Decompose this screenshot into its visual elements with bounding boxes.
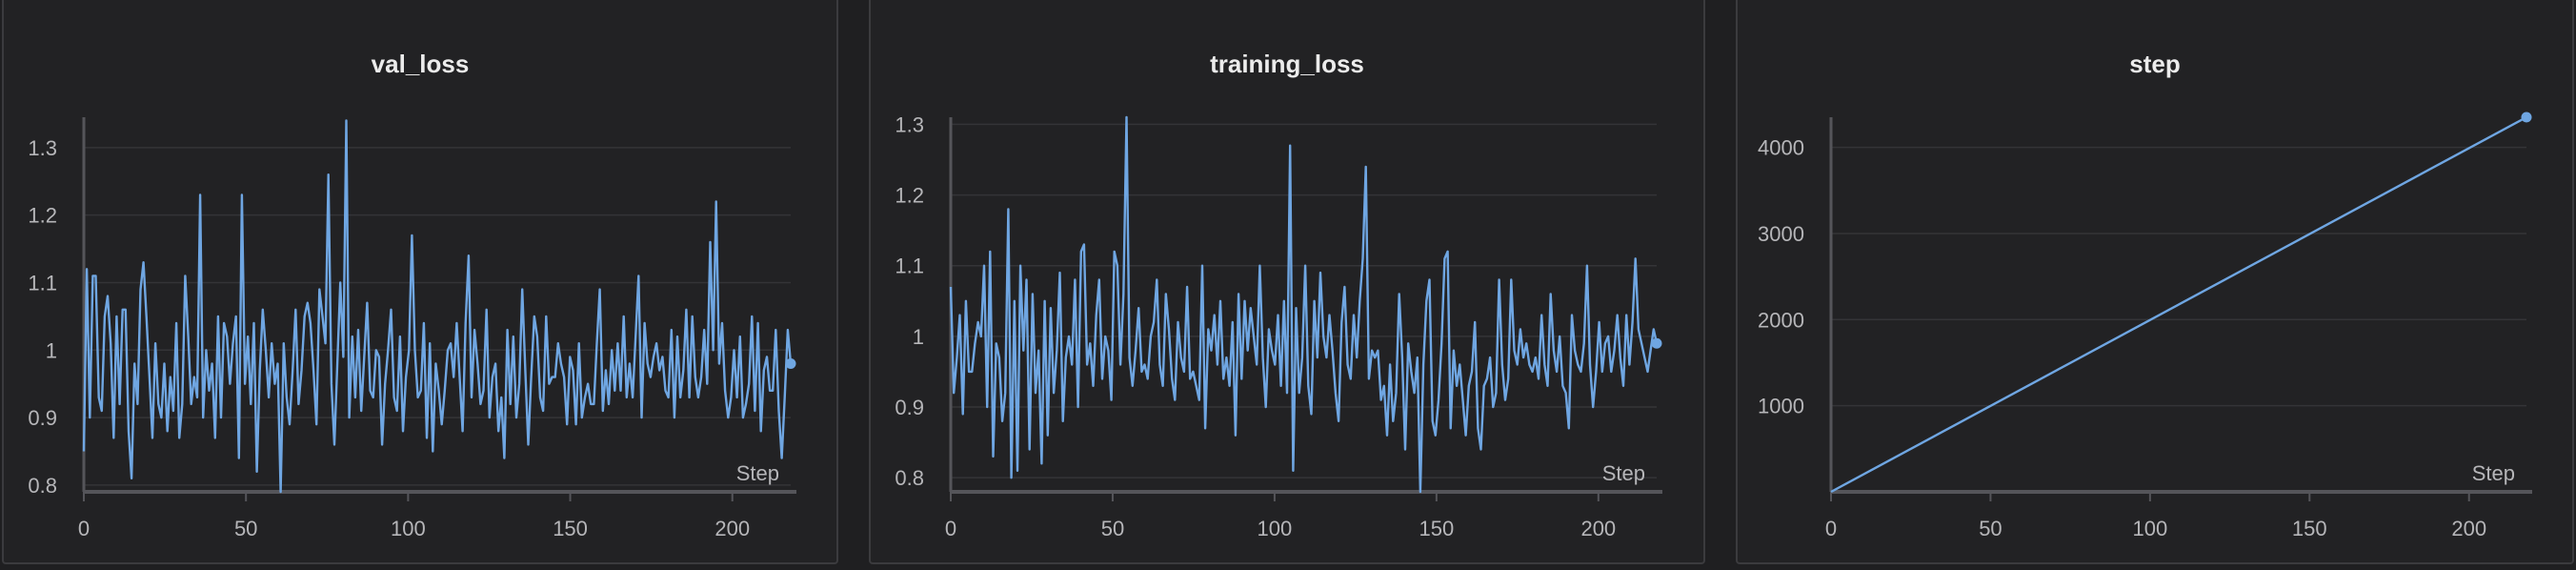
series-line (949, 115, 1659, 494)
last-point-marker (2521, 112, 2532, 123)
chart-title: val_loss (371, 50, 470, 78)
last-point-marker (1651, 337, 1662, 349)
y-tick-label: 1.3 (28, 136, 57, 160)
last-point-marker (785, 357, 796, 369)
y-tick-label: 1 (46, 338, 57, 362)
x-tick-label: 150 (553, 517, 588, 540)
y-tick-label: 3000 (1758, 222, 1804, 246)
chart-title: training_loss (1210, 50, 1364, 78)
x-tick-label: 200 (2451, 517, 2486, 540)
x-tick-label: 100 (1258, 517, 1293, 540)
y-tick-label: 1.3 (895, 112, 924, 136)
chart-title: step (2129, 50, 2181, 78)
x-tick-label: 0 (78, 517, 90, 540)
y-tick-label: 0.9 (28, 406, 57, 430)
series-line (1830, 115, 2527, 494)
y-tick-label: 1.1 (28, 271, 57, 295)
x-tick-label: 100 (391, 517, 426, 540)
y-tick-label: 4000 (1758, 136, 1804, 160)
x-tick-label: 150 (2292, 517, 2327, 540)
y-tick-label: 1 (913, 325, 924, 349)
x-tick-label: 0 (945, 517, 956, 540)
x-tick-label: 150 (1419, 517, 1455, 540)
x-axis-label: Step (1602, 461, 1645, 485)
x-tick-label: 50 (1101, 517, 1124, 540)
y-tick-label: 0.8 (28, 474, 57, 498)
x-axis-label: Step (2472, 461, 2515, 485)
y-tick-label: 0.8 (895, 466, 924, 490)
x-tick-label: 50 (234, 517, 257, 540)
y-tick-label: 2000 (1758, 308, 1804, 332)
y-tick-label: 0.9 (895, 396, 924, 419)
x-tick-label: 200 (1580, 517, 1616, 540)
y-tick-label: 1.2 (28, 204, 57, 228)
x-tick-label: 0 (1825, 517, 1837, 540)
x-axis-label: Step (736, 461, 779, 485)
val-loss-panel: val_loss 0.8 0.9 1 1.1 1.2 1.3 0 50 100 150 200 Ste… (2, 0, 838, 564)
step-panel: step 1000 2000 3000 4000 0 50 100 150 200 Step (1736, 0, 2574, 564)
x-tick-label: 50 (1979, 517, 2002, 540)
x-tick-label: 100 (2133, 517, 2168, 540)
val-loss-chart: 0.8 0.9 1 1.1 1.2 1.3 0 50 100 150 200 Step (28, 117, 796, 540)
x-tick-label: 200 (714, 517, 750, 540)
series-line (82, 119, 793, 494)
y-tick-label: 1.1 (895, 254, 924, 278)
training-loss-chart: 0.8 0.9 1 1.1 1.2 1.3 0 50 100 150 200 Step (895, 112, 1662, 540)
y-tick-label: 1000 (1758, 395, 1804, 418)
step-chart: 1000 2000 3000 4000 0 50 100 150 200 Step (1758, 112, 2532, 540)
y-tick-label: 1.2 (895, 184, 924, 208)
training-loss-panel: training_loss 0.8 0.9 1 1.1 1.2 1.3 0 50 100 150 2… (869, 0, 1705, 564)
